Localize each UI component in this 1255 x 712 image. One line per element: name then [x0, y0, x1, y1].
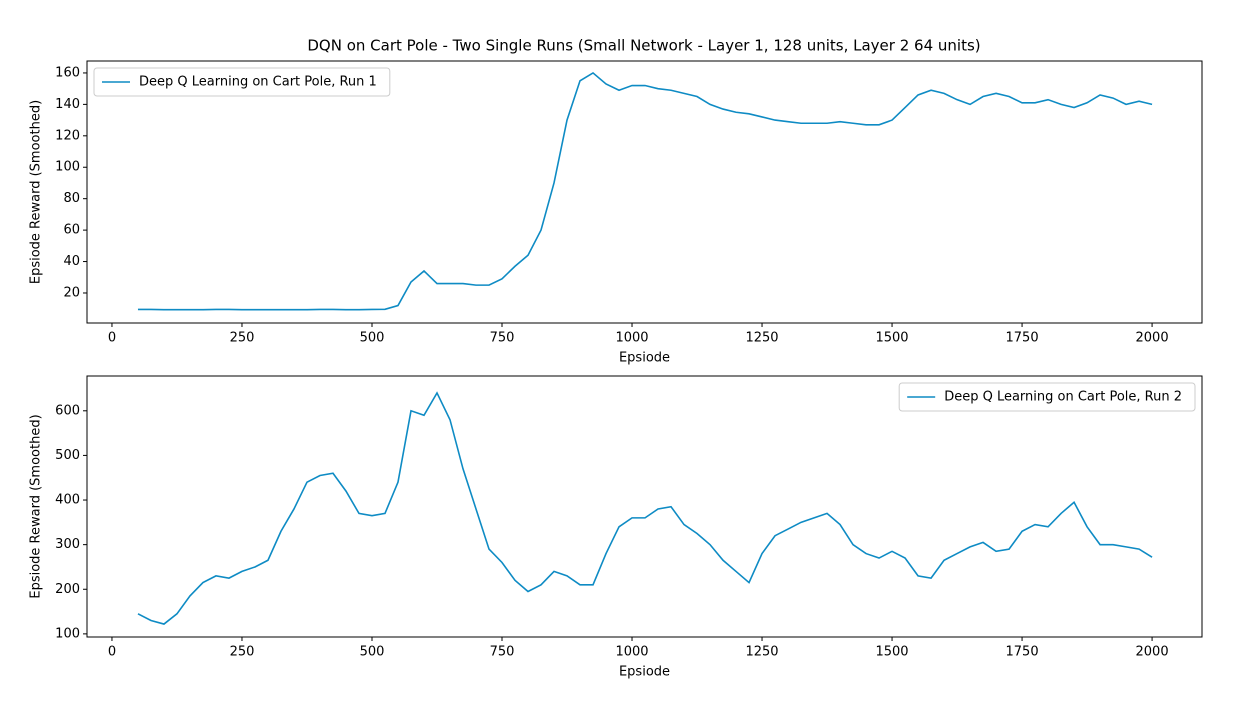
- x-axis-label: Epsiode: [619, 665, 670, 680]
- x-tick-label: 250: [230, 645, 255, 660]
- legend: Deep Q Learning on Cart Pole, Run 2: [898, 382, 1196, 412]
- y-tick-label: 40: [63, 254, 80, 269]
- legend-label: Deep Q Learning on Cart Pole, Run 1: [139, 75, 377, 90]
- figure-title: DQN on Cart Pole - Two Single Runs (Smal…: [307, 37, 980, 55]
- x-tick-label: 1250: [745, 331, 778, 346]
- plot-frame: [86, 60, 1203, 324]
- y-tick-label: 100: [55, 626, 80, 641]
- x-tick-label: 1750: [1006, 331, 1039, 346]
- x-tick-label: 250: [230, 331, 255, 346]
- x-tick-label: 2000: [1136, 331, 1169, 346]
- y-tick-label: 400: [55, 493, 80, 508]
- y-tick-label: 300: [55, 537, 80, 552]
- legend-frame: [93, 67, 391, 97]
- x-tick-label: 1500: [875, 645, 908, 660]
- y-axis-label: Epsiode Reward (Smoothed): [29, 100, 44, 284]
- x-tick-label: 2000: [1136, 645, 1169, 660]
- y-tick-label: 20: [63, 285, 80, 300]
- plot-frame: [86, 375, 1203, 638]
- y-tick-label: 60: [63, 223, 80, 238]
- x-tick-label: 500: [360, 645, 385, 660]
- x-tick-label: 0: [108, 331, 116, 346]
- y-tick-label: 140: [55, 97, 80, 112]
- y-tick-label: 100: [55, 160, 80, 175]
- data-line: [137, 71, 1153, 311]
- legend-label: Deep Q Learning on Cart Pole, Run 2: [944, 390, 1182, 405]
- x-tick-label: 500: [360, 331, 385, 346]
- data-line: [137, 391, 1153, 625]
- x-tick-label: 1000: [615, 645, 648, 660]
- y-tick-label: 600: [55, 403, 80, 418]
- x-tick-label: 1250: [745, 645, 778, 660]
- y-tick-label: 200: [55, 582, 80, 597]
- x-tick-label: 750: [490, 331, 515, 346]
- y-tick-label: 160: [55, 65, 80, 80]
- y-tick-label: 500: [55, 448, 80, 463]
- y-axis-label: Epsiode Reward (Smoothed): [29, 414, 44, 598]
- x-tick-label: 1750: [1006, 645, 1039, 660]
- x-tick-label: 750: [490, 645, 515, 660]
- x-tick-label: 1500: [875, 331, 908, 346]
- legend-frame: [898, 382, 1196, 412]
- y-tick-label: 80: [63, 191, 80, 206]
- legend: Deep Q Learning on Cart Pole, Run 1: [93, 67, 391, 97]
- x-axis-label: Epsiode: [619, 351, 670, 366]
- y-tick-label: 120: [55, 128, 80, 143]
- x-tick-label: 1000: [615, 331, 648, 346]
- x-tick-label: 0: [108, 645, 116, 660]
